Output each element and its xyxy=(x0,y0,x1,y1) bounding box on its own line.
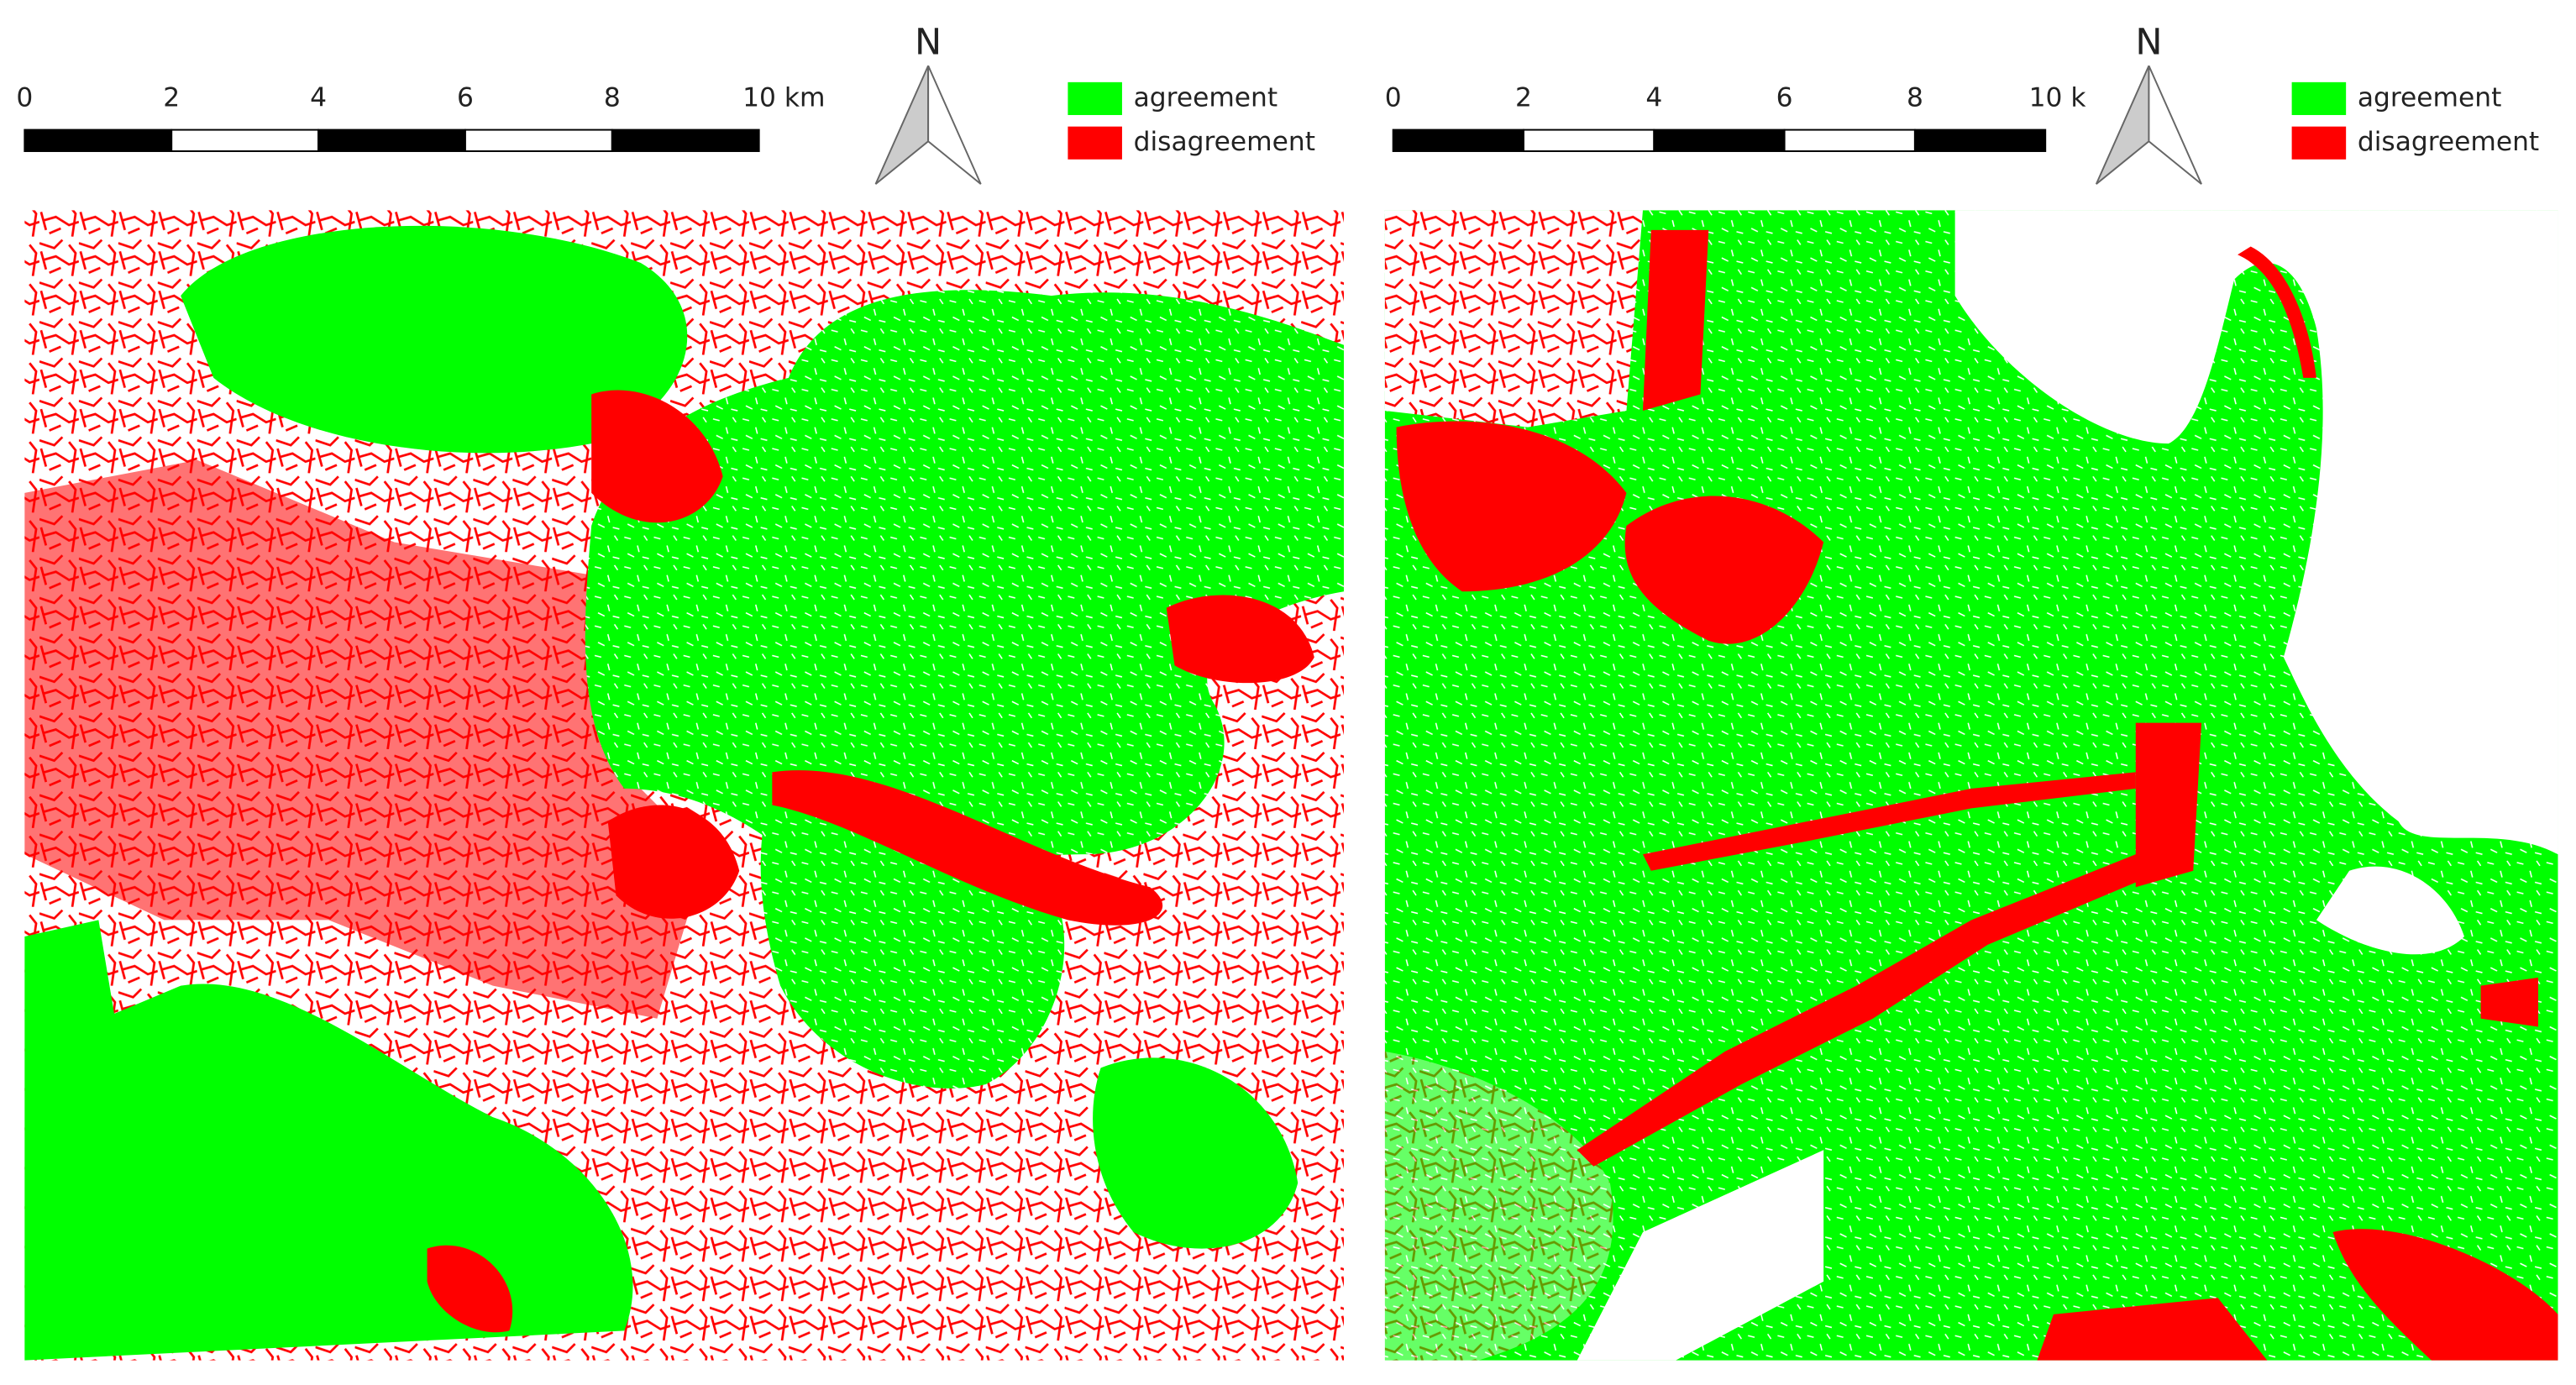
north-arrow-right xyxy=(927,65,982,185)
north-arrow-left xyxy=(2095,65,2150,185)
map-white-area xyxy=(1384,1051,1613,1361)
disagreement-area xyxy=(427,1245,513,1333)
north-label: N xyxy=(2135,21,2162,63)
scale-bar-segment xyxy=(171,129,320,152)
scale-label: 2 xyxy=(1515,82,1532,113)
disagreement-area xyxy=(1396,421,1627,592)
scale-label: 4 xyxy=(310,82,327,113)
sea xyxy=(2316,866,2464,955)
legend-swatch xyxy=(2291,81,2347,115)
sea xyxy=(1954,210,2558,855)
scale-bar-segment xyxy=(317,129,466,152)
disagreement-area xyxy=(1624,496,1824,644)
scale-bar-segment xyxy=(24,129,173,152)
disagreement-area xyxy=(772,770,1163,926)
scale-bar-segment xyxy=(1783,129,1916,152)
scale-label: 4 xyxy=(1645,82,1662,113)
scale-label: 8 xyxy=(1907,82,1923,113)
map-right xyxy=(1384,210,2558,1361)
scale-bar-segment xyxy=(1523,129,1655,152)
agreement-area xyxy=(1093,1057,1298,1249)
legend-swatch xyxy=(1068,81,1122,115)
disagreement-area xyxy=(1166,595,1314,684)
north-label: N xyxy=(915,21,942,63)
scale-bar-segment xyxy=(1913,129,2047,152)
map-white-area xyxy=(1577,1150,1824,1361)
legend-swatch xyxy=(1068,126,1122,160)
disagreement-area xyxy=(2238,246,2316,378)
legend-label: agreement xyxy=(1134,82,1278,113)
disagreement-area xyxy=(607,805,740,919)
scale-bar-segment xyxy=(1653,129,1786,152)
disagreement-area xyxy=(2332,1229,2558,1361)
disagreement-area xyxy=(1642,229,1709,412)
scale-bar-segment xyxy=(464,129,613,152)
scale-label: 6 xyxy=(457,82,474,113)
disagreement-area xyxy=(591,390,723,523)
agreement-area xyxy=(585,290,1345,921)
disagreement-area xyxy=(2480,977,2539,1027)
scale-label: 0 xyxy=(1385,82,1402,113)
map-left xyxy=(24,210,1345,1361)
disagreement-area xyxy=(2135,722,2202,888)
scale-label: 0 xyxy=(16,82,33,113)
disagreement-area xyxy=(24,459,707,1019)
scale-label: 10 k xyxy=(2029,82,2087,113)
scale-bar-segment xyxy=(611,129,760,152)
scale-label: 2 xyxy=(163,82,180,113)
north-arrow-right xyxy=(2148,65,2202,185)
agreement-area xyxy=(181,225,688,454)
legend-label: disagreement xyxy=(1134,127,1315,157)
scale-label: 10 km xyxy=(742,82,825,113)
disagreement-area xyxy=(1577,854,2144,1167)
map-white-area xyxy=(1384,210,1643,428)
legend-swatch xyxy=(2291,126,2347,160)
scale-bar-segment xyxy=(1392,129,1524,152)
north-arrow-left xyxy=(874,65,930,185)
legend-label: disagreement xyxy=(2358,127,2539,157)
scale-label: 8 xyxy=(604,82,621,113)
disagreement-area xyxy=(2037,1298,2268,1361)
scale-label: 6 xyxy=(1776,82,1793,113)
legend-label: agreement xyxy=(2358,82,2502,113)
agreement-area xyxy=(24,920,115,1052)
disagreement-area xyxy=(1642,772,2136,871)
